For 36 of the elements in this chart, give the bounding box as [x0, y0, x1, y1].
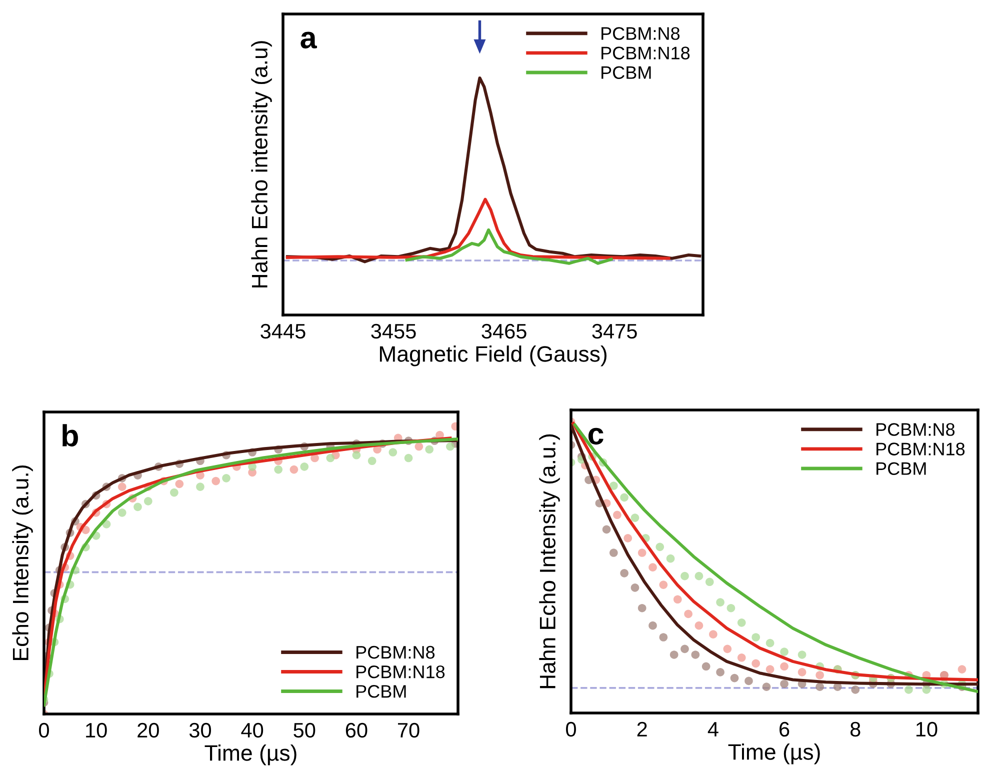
x-tick-label: 4	[708, 722, 718, 736]
legend-label: PCBM:N8	[602, 27, 680, 40]
x-tick-label: 40	[241, 722, 264, 738]
x-tick-label: 20	[138, 722, 159, 738]
x-tick-label: 3465	[482, 324, 526, 339]
y-axis-title: Hahn Echo Intensity (a.u.)	[539, 434, 560, 688]
y-axis-title: Hahn Echo intensity (a.u)	[251, 41, 272, 288]
text: a	[300, 32, 317, 48]
x-axis-title: Time (µs)	[728, 744, 820, 764]
y-axis-title: Echo Intensity (a.u.)	[12, 466, 33, 660]
annotation: b	[62, 424, 78, 447]
legend-label: PCBM	[876, 462, 926, 475]
legend-label: PCBM:N8	[876, 423, 955, 436]
annotation: c	[588, 428, 604, 445]
legend-label: PCBM:N18	[356, 665, 445, 678]
x-axis-title: Magnetic Field (Gauss)	[380, 346, 606, 366]
x-tick-label: 3455	[371, 324, 416, 339]
x-tick-label: 3445	[260, 324, 306, 339]
legend-label: PCBM	[602, 66, 651, 79]
x-tick-label: 8	[850, 722, 860, 737]
x-tick-label: 0	[39, 722, 49, 738]
legend-label: PCBM:N18	[876, 442, 965, 456]
x-tick-label: 70	[398, 722, 420, 738]
x-tick-label: 3475	[592, 324, 637, 339]
legend-label: PCBM:N8	[356, 646, 435, 659]
x-tick-label: 10	[86, 722, 107, 738]
x-tick-label: 0	[566, 722, 576, 737]
x-tick-label: 2	[637, 722, 647, 736]
x-tick-label: 60	[346, 722, 368, 738]
x-axis-title: Time (µs)	[204, 744, 296, 766]
x-tick-label: 30	[189, 722, 211, 738]
x-tick-label: 50	[294, 722, 316, 738]
x-tick-label: 10	[916, 722, 938, 737]
x-tick-label: 6	[780, 722, 790, 737]
legend-label: PCBM	[356, 685, 406, 698]
legend-label: PCBM:N18	[602, 46, 690, 60]
